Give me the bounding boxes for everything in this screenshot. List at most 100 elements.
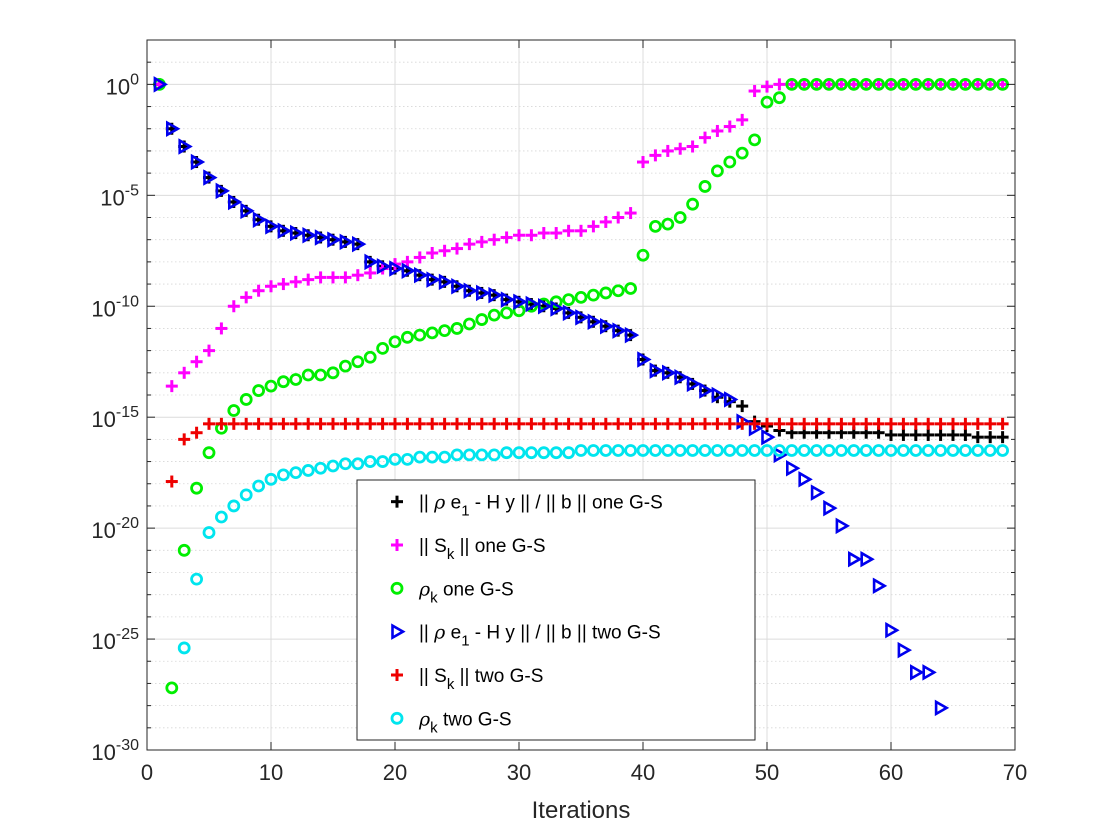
data-point — [562, 417, 575, 430]
data-point — [810, 417, 823, 430]
x-tick-label: 60 — [879, 760, 903, 785]
data-point — [798, 471, 813, 488]
data-point — [971, 444, 985, 457]
data-point — [339, 271, 352, 284]
data-point — [946, 77, 960, 91]
data-point — [351, 235, 367, 253]
data-point — [525, 417, 538, 430]
data-point — [971, 417, 984, 430]
data-point — [612, 211, 625, 224]
legend-entry: || Sk || two G-S — [391, 666, 543, 693]
data-point — [413, 266, 429, 284]
legend-entry: || Sk || one G-S — [391, 536, 546, 563]
data-point — [922, 417, 935, 430]
data-point — [959, 77, 972, 91]
legend-box — [356, 479, 756, 741]
y-axis-tick-labels: 100 10-5 10-10 10-15 10-20 10-25 10-30 — [91, 71, 139, 765]
data-point — [723, 120, 736, 133]
data-point — [897, 417, 910, 430]
data-point — [649, 417, 662, 430]
data-point — [228, 193, 243, 211]
y-tick-label: 10-25 — [91, 626, 139, 654]
data-point — [785, 417, 798, 430]
data-point — [203, 344, 215, 357]
data-point — [624, 207, 637, 220]
data-point — [339, 233, 355, 251]
data-point — [351, 355, 365, 369]
data-point — [575, 309, 590, 326]
data-point — [748, 85, 761, 98]
data-point — [413, 450, 427, 464]
data-point — [773, 91, 786, 105]
data-point — [400, 452, 414, 466]
data-point — [240, 202, 255, 220]
data-point — [699, 417, 711, 430]
data-point — [376, 417, 389, 430]
data-point — [885, 621, 900, 639]
data-point — [314, 417, 327, 430]
data-point — [252, 211, 268, 228]
data-point — [934, 417, 947, 430]
plot-area — [146, 39, 1016, 751]
data-point — [240, 417, 253, 430]
data-point — [512, 446, 526, 460]
data-point — [984, 431, 997, 444]
data-point — [872, 577, 888, 595]
data-point — [773, 444, 786, 457]
legend-entry: || ρ e1 - H y || / || b || one G-S — [391, 492, 663, 520]
data-point — [959, 444, 972, 457]
data-point — [178, 433, 191, 446]
data-point — [413, 328, 427, 342]
data-point — [265, 280, 277, 293]
data-point — [227, 404, 241, 417]
data-point — [909, 77, 923, 91]
data-point — [686, 197, 699, 211]
data-point — [859, 444, 873, 457]
data-point — [996, 444, 1009, 457]
data-point — [835, 417, 848, 430]
data-point — [673, 211, 687, 224]
data-point — [698, 180, 712, 193]
legend-label: || ρ e1 - H y || / || b || two G-S — [419, 622, 661, 650]
data-point — [599, 444, 613, 457]
data-point — [314, 229, 330, 246]
data-point — [673, 444, 687, 457]
data-point — [202, 446, 216, 460]
data-point — [797, 444, 811, 457]
data-point — [748, 417, 761, 430]
data-point — [438, 273, 454, 291]
data-point — [537, 417, 550, 430]
data-point — [165, 475, 178, 488]
data-point — [612, 417, 625, 430]
data-point — [289, 466, 303, 480]
data-point — [264, 379, 278, 393]
data-point — [277, 222, 293, 240]
data-point — [239, 393, 253, 406]
data-point — [686, 140, 699, 153]
data-point — [276, 375, 290, 389]
data-point — [190, 153, 206, 171]
data-point — [810, 484, 826, 501]
data-point — [723, 391, 739, 408]
data-point — [289, 275, 302, 288]
data-point — [847, 417, 860, 430]
data-point — [327, 417, 339, 430]
data-point — [649, 219, 662, 233]
x-axis-title: Iterations — [532, 797, 631, 824]
data-point — [661, 417, 674, 430]
data-point — [500, 306, 514, 320]
data-point — [463, 282, 479, 299]
data-point — [686, 417, 699, 430]
data-point — [525, 229, 538, 242]
data-point — [637, 417, 649, 430]
data-point — [500, 417, 513, 430]
data-point — [699, 131, 711, 144]
data-point — [587, 417, 600, 430]
data-point — [227, 499, 241, 513]
series-residual-two-gs — [153, 76, 950, 717]
data-point — [227, 300, 240, 313]
data-point — [500, 291, 516, 308]
data-point — [289, 224, 305, 242]
data-point — [661, 444, 675, 457]
